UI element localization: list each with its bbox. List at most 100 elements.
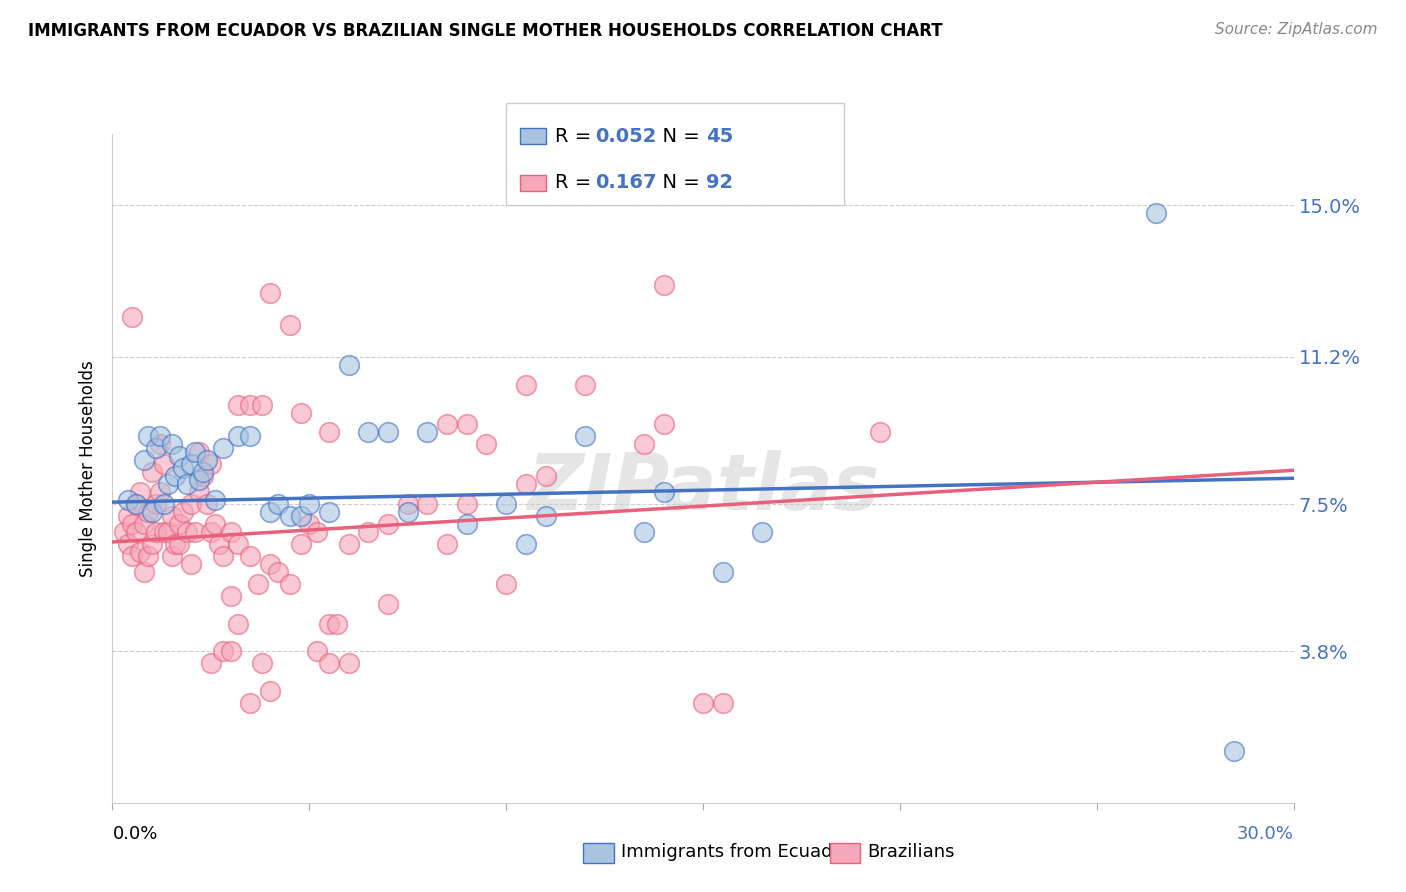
Point: [125, 524, 148, 539]
Point: [259, 505, 281, 519]
Point: [239, 429, 262, 443]
Point: [456, 497, 478, 511]
Point: [318, 425, 340, 440]
Point: [117, 537, 139, 551]
Point: [1144, 206, 1167, 220]
Text: R =: R =: [555, 127, 598, 146]
Point: [195, 453, 218, 467]
Point: [307, 524, 329, 539]
Point: [1223, 744, 1246, 758]
Point: [357, 425, 380, 440]
Point: [132, 565, 155, 579]
Point: [247, 576, 270, 591]
Point: [278, 509, 301, 524]
Point: [633, 437, 655, 451]
Text: 0.167: 0.167: [595, 173, 657, 192]
Point: [298, 497, 321, 511]
Point: [290, 406, 312, 420]
Point: [136, 549, 159, 563]
Point: [290, 537, 312, 551]
Point: [180, 497, 202, 511]
Point: [318, 505, 340, 519]
Point: [751, 524, 773, 539]
Point: [141, 505, 163, 519]
Point: [326, 616, 349, 631]
Text: N =: N =: [650, 127, 706, 146]
Point: [200, 458, 222, 472]
Point: [337, 358, 360, 372]
Point: [633, 524, 655, 539]
Point: [436, 417, 458, 432]
Point: [195, 497, 218, 511]
Point: [149, 429, 172, 443]
Point: [211, 549, 233, 563]
Point: [377, 425, 399, 440]
Point: [129, 485, 152, 500]
Point: [239, 398, 262, 412]
Point: [169, 537, 191, 551]
Point: [188, 473, 211, 487]
Point: [136, 505, 159, 519]
Point: [869, 425, 891, 440]
Point: [219, 524, 242, 539]
Point: [188, 445, 211, 459]
Point: [169, 450, 191, 464]
Point: [176, 524, 198, 539]
Y-axis label: Single Mother Households: Single Mother Households: [79, 360, 97, 576]
Point: [377, 597, 399, 611]
Point: [290, 509, 312, 524]
Point: [574, 429, 596, 443]
Point: [307, 644, 329, 658]
Point: [495, 576, 517, 591]
Point: [377, 517, 399, 532]
Point: [188, 485, 211, 500]
Point: [250, 657, 273, 671]
Text: N =: N =: [650, 173, 706, 192]
Point: [121, 549, 143, 563]
Point: [180, 458, 202, 472]
Point: [228, 429, 250, 443]
Point: [145, 524, 167, 539]
Point: [156, 477, 179, 491]
Point: [132, 517, 155, 532]
Point: [152, 524, 174, 539]
Point: [184, 445, 207, 459]
Point: [692, 696, 714, 710]
Point: [239, 549, 262, 563]
Point: [160, 437, 183, 451]
Point: [152, 458, 174, 472]
Point: [219, 644, 242, 658]
Point: [495, 497, 517, 511]
Point: [121, 310, 143, 324]
Text: R =: R =: [555, 173, 598, 192]
Point: [337, 657, 360, 671]
Point: [117, 493, 139, 508]
Point: [149, 485, 172, 500]
Point: [172, 505, 194, 519]
Point: [228, 616, 250, 631]
Point: [169, 517, 191, 532]
Point: [396, 505, 419, 519]
Point: [208, 537, 231, 551]
Point: [160, 509, 183, 524]
Point: [149, 437, 172, 451]
Point: [228, 398, 250, 412]
Text: 45: 45: [706, 127, 733, 146]
Point: [278, 318, 301, 332]
Point: [250, 398, 273, 412]
Point: [515, 477, 537, 491]
Point: [191, 469, 214, 483]
Point: [337, 537, 360, 551]
Point: [574, 377, 596, 392]
Point: [436, 537, 458, 551]
Text: Brazilians: Brazilians: [868, 843, 955, 861]
Point: [357, 524, 380, 539]
Point: [711, 565, 734, 579]
Point: [125, 497, 148, 511]
Point: [211, 442, 233, 456]
Text: 92: 92: [706, 173, 733, 192]
Point: [534, 509, 557, 524]
Point: [117, 509, 139, 524]
Point: [129, 545, 152, 559]
Point: [239, 696, 262, 710]
